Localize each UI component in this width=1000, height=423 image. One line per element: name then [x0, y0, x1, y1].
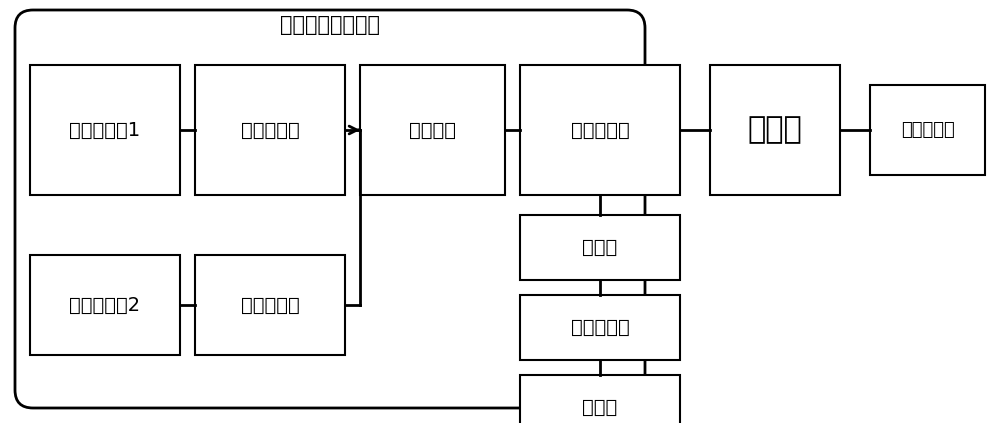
FancyBboxPatch shape	[520, 215, 680, 280]
FancyBboxPatch shape	[15, 10, 645, 408]
FancyBboxPatch shape	[195, 65, 345, 195]
Text: 低噪声放大: 低噪声放大	[571, 318, 629, 337]
Text: 信号发生器2: 信号发生器2	[69, 296, 141, 314]
Text: 无源互调测试系统: 无源互调测试系统	[280, 15, 380, 35]
Text: 滤波器: 滤波器	[582, 238, 618, 257]
Text: 频谱仪: 频谱仪	[582, 398, 618, 417]
FancyBboxPatch shape	[360, 65, 505, 195]
Text: 信号发生器1: 信号发生器1	[69, 121, 141, 140]
Text: 功率放大器: 功率放大器	[241, 121, 299, 140]
Text: 功率放大器: 功率放大器	[241, 296, 299, 314]
Text: 混频单元: 混频单元	[409, 121, 456, 140]
Text: 低互调负载: 低互调负载	[901, 121, 954, 139]
FancyBboxPatch shape	[870, 85, 985, 175]
FancyBboxPatch shape	[30, 65, 180, 195]
FancyBboxPatch shape	[520, 65, 680, 195]
FancyBboxPatch shape	[195, 255, 345, 355]
FancyBboxPatch shape	[710, 65, 840, 195]
FancyBboxPatch shape	[520, 375, 680, 423]
Text: 待测件: 待测件	[748, 115, 802, 145]
FancyBboxPatch shape	[30, 255, 180, 355]
FancyBboxPatch shape	[520, 295, 680, 360]
Text: 双工滤波器: 双工滤波器	[571, 121, 629, 140]
